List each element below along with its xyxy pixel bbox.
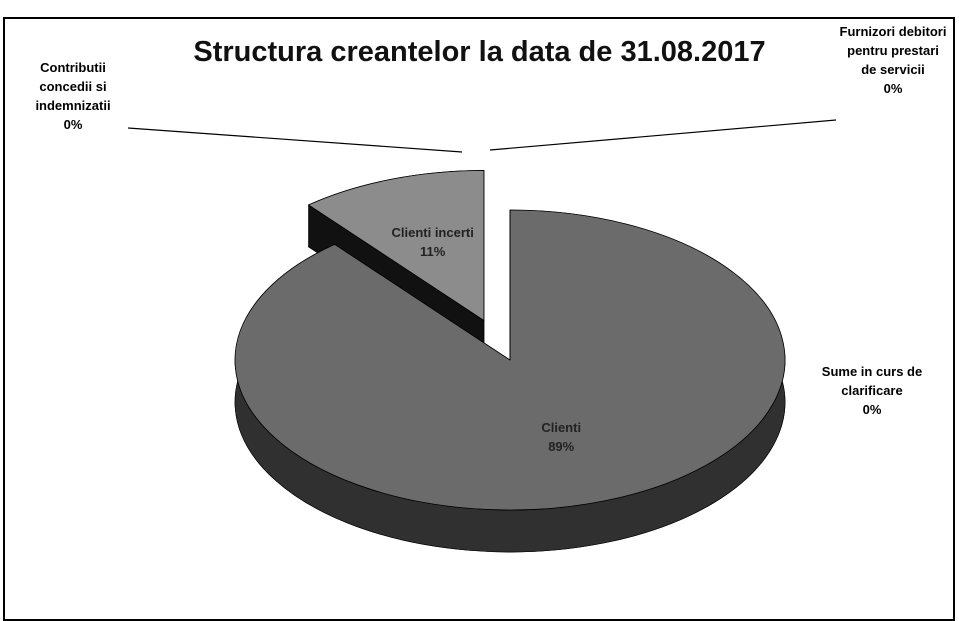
category-label: Clienti incerti xyxy=(391,224,474,240)
leader-line xyxy=(127,127,463,153)
category-label: Sume in curs de clarificare xyxy=(821,364,923,398)
data-label: Contributii concedii si indemnizatii 0% xyxy=(18,58,128,134)
pie-slice xyxy=(307,170,485,322)
leader-line xyxy=(489,119,837,151)
data-label: Furnizori debitori pentru prestari de se… xyxy=(838,22,948,98)
category-label: Clienti xyxy=(541,419,582,435)
value-label: 0% xyxy=(862,402,882,417)
data-label: Clienti 89% xyxy=(491,418,631,456)
value-label: 11% xyxy=(420,243,446,259)
value-label: 0% xyxy=(883,81,903,96)
category-label: Contributii concedii si indemnizatii xyxy=(35,60,111,113)
data-label: Clienti incerti 11% xyxy=(363,223,503,261)
value-label: 0% xyxy=(63,117,83,132)
chart-title: Structura creantelor la data de 31.08.20… xyxy=(193,36,766,68)
category-label: Furnizori debitori pentru prestari de se… xyxy=(839,24,947,77)
value-label: 89% xyxy=(548,438,575,454)
data-label: Sume in curs de clarificare 0% xyxy=(792,362,952,419)
